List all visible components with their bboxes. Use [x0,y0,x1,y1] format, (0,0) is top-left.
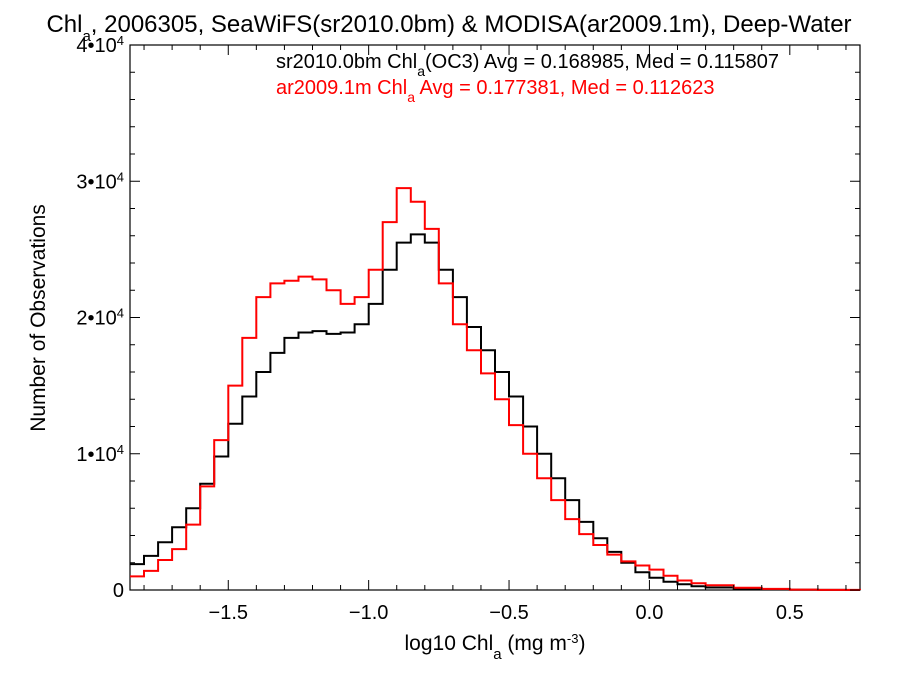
x-tick-label: 0.5 [776,602,804,624]
chart-title: Chla, 2006305, SeaWiFS(sr2010.0bm) & MOD… [46,11,851,45]
plot-frame [129,44,861,591]
x-tick-label: −1.5 [209,602,248,624]
series-layer [130,187,861,591]
legend: sr2010.0bm Chla(OC3) Avg = 0.168985, Med… [276,51,779,105]
series-sr2010-line [130,233,860,591]
y-tick-label: 0 [113,580,124,602]
y-tick-label: 1•104 [76,441,124,466]
series-ar2009-line [130,187,861,591]
superscript: 4 [117,305,124,320]
subscript: a [417,63,425,79]
legend-entry-sr2010: sr2010.0bm Chla(OC3) Avg = 0.168985, Med… [276,51,779,79]
axes-layer: −1.5 −1.0 −0.5 0.0 0.5 0 1•104 2•104 3•104 4•104 [76,33,860,624]
x-axis-title: log10 Chla (mg m-3) [405,631,586,663]
superscript: 4 [117,33,124,48]
subscript: a [493,646,502,663]
x-tick-label: −1.0 [349,602,388,624]
y-tick-label: 3•104 [76,169,124,194]
x-tick-label: −0.5 [489,602,528,624]
subscript: a [407,89,415,105]
superscript: 4 [117,441,124,456]
y-axis-title: Number of Observations [27,204,50,432]
y-tick-label: 2•104 [76,305,124,330]
subscript: a [82,28,91,45]
legend-entry-ar2009: ar2009.1m Chla Avg = 0.177381, Med = 0.1… [276,77,715,105]
superscript: -3 [567,631,579,646]
y-tick-label: 4•104 [76,33,124,58]
x-tick-label: 0.0 [636,602,664,624]
superscript: 4 [117,169,124,184]
plot-area [129,44,861,591]
